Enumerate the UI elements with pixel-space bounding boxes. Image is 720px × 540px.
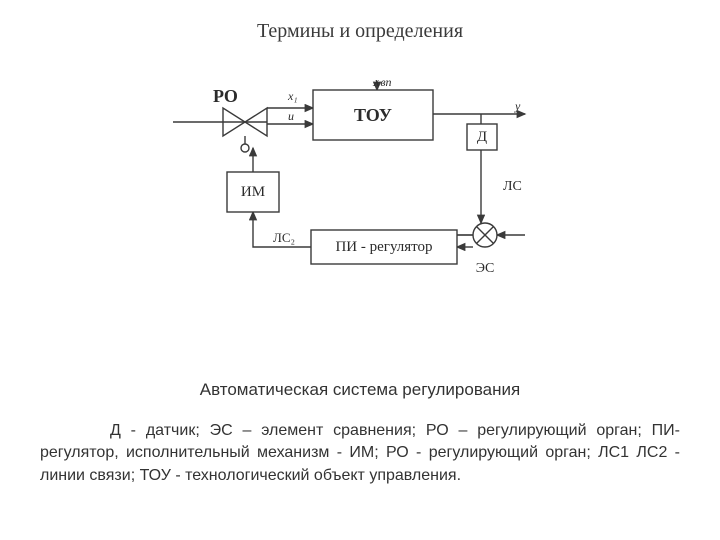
svg-text:x₁: x₁ (287, 89, 298, 103)
diagram-caption: Автоматическая система регулирования (0, 380, 720, 400)
svg-text:ЭС: ЭС (476, 261, 495, 276)
svg-text:ЛС₂: ЛС₂ (273, 230, 295, 245)
svg-text:Д: Д (477, 129, 487, 145)
svg-text:ИМ: ИМ (241, 184, 265, 200)
svg-text:ЛС: ЛС (503, 179, 522, 194)
page-title: Термины и определения (0, 20, 720, 43)
legend-text: Д - датчик; ЭС – элемент сравнения; РО –… (40, 420, 680, 487)
legend-text-content: Д - датчик; ЭС – элемент сравнения; РО –… (40, 422, 680, 484)
svg-text:ПИ - регулятор: ПИ - регулятор (335, 239, 432, 255)
svg-text:Xвп: Xвп (372, 80, 392, 89)
svg-text:u: u (288, 109, 294, 123)
control-system-diagram: РО ТОУ Д ИМ ПИ - регулятор ЭС Xвп x₁ u y ЛС ЛС₂ (155, 80, 545, 300)
svg-text:РО: РО (213, 86, 238, 106)
svg-text:ТОУ: ТОУ (354, 105, 392, 125)
svg-text:y: y (514, 99, 521, 113)
